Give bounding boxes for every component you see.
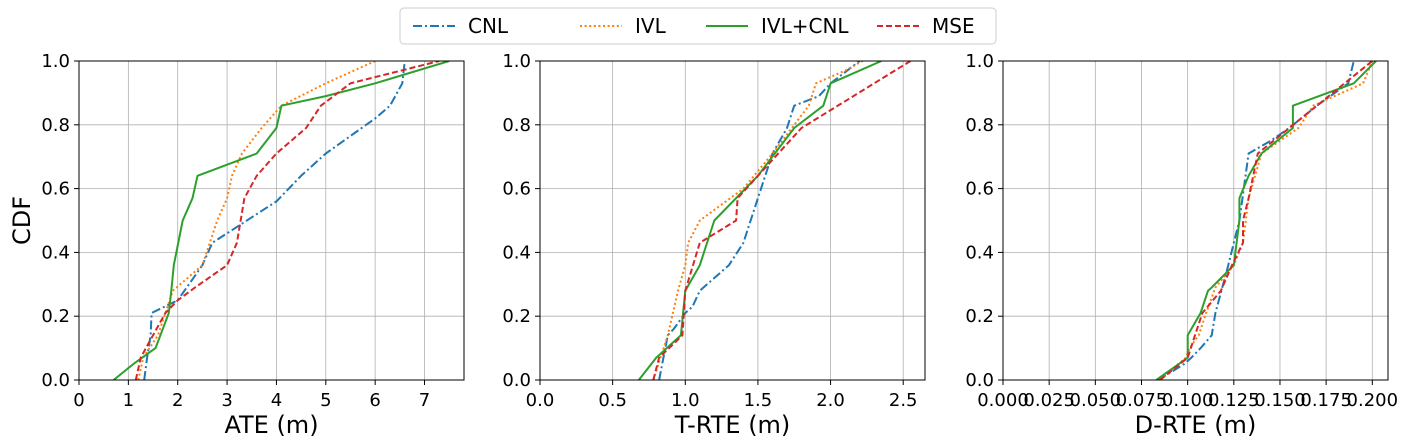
series-line-ivl xyxy=(652,61,863,380)
x-tick-label: 2.0 xyxy=(816,390,845,411)
x-axis-label: T-RTE (m) xyxy=(674,411,791,439)
x-tick-label: 0.200 xyxy=(1347,390,1399,411)
legend-frame xyxy=(399,7,997,45)
series-line-ivl xyxy=(137,61,376,380)
series-line-mse xyxy=(134,61,440,380)
x-tick-label: 0.125 xyxy=(1208,390,1260,411)
y-tick-label: 0.8 xyxy=(41,115,70,136)
y-tick-label: 0.6 xyxy=(502,179,531,200)
axes-frame xyxy=(1002,60,1389,381)
legend-label-cnl: CNL xyxy=(468,14,509,38)
y-tick-label: 0.4 xyxy=(965,242,994,263)
x-tick-label: 0.000 xyxy=(977,390,1029,411)
y-tick-label: 0.2 xyxy=(965,306,994,327)
y-axis-label: CDF xyxy=(8,196,36,245)
series-line-cnl xyxy=(143,61,406,380)
series-line-ivl-cnl xyxy=(1155,61,1377,380)
chart-panel-2: 0.0 0.5 1.0 1.5 2.0 2.50.00.20.40.60.81.0T-RT… xyxy=(502,51,926,439)
chart-panel-3: 0.0000.0250.0500.0750.1000.1250.1500.175… xyxy=(965,51,1398,439)
x-tick-label: 1 xyxy=(123,390,134,411)
y-tick-label: 0.2 xyxy=(502,306,531,327)
y-tick-label: 1.0 xyxy=(502,51,531,72)
x-tick-label: 3 xyxy=(221,390,232,411)
series-group xyxy=(638,61,912,380)
y-tick-label: 0.4 xyxy=(41,242,70,263)
x-tick-label: 1.5 xyxy=(744,390,773,411)
x-tick-label: 0.175 xyxy=(1300,390,1352,411)
series-line-mse xyxy=(1159,61,1373,380)
legend: CNL IVL IVL+CNL MSE xyxy=(399,7,997,45)
legend-label-ivl: IVL xyxy=(635,14,667,38)
y-tick-label: 0.8 xyxy=(965,115,994,136)
y-tick-label: 0.0 xyxy=(965,370,994,391)
y-tick-label: 0.8 xyxy=(502,115,531,136)
x-tick-label: 0.025 xyxy=(1023,390,1075,411)
x-tick-label: 2 xyxy=(172,390,183,411)
y-tick-label: 0.2 xyxy=(41,306,70,327)
y-tick-label: 1.0 xyxy=(41,51,70,72)
x-tick-label: 1.0 xyxy=(671,390,700,411)
x-tick-label: 0.150 xyxy=(1254,390,1306,411)
x-tick-label: 0.0 xyxy=(526,390,555,411)
series-group xyxy=(112,61,450,380)
series-line-mse xyxy=(652,61,912,380)
x-tick-label: 5 xyxy=(320,390,331,411)
y-tick-label: 0.6 xyxy=(41,179,70,200)
y-tick-label: 1.0 xyxy=(965,51,994,72)
series-line-ivl xyxy=(1159,61,1374,380)
series-group xyxy=(1155,61,1377,380)
x-tick-label: 0.075 xyxy=(1116,390,1168,411)
x-tick-label: 0.050 xyxy=(1070,390,1122,411)
x-tick-label: 0.100 xyxy=(1162,390,1214,411)
x-tick-label: 7 xyxy=(419,390,430,411)
x-axis-label: D-RTE (m) xyxy=(1135,411,1257,439)
x-tick-label: 0 xyxy=(73,390,84,411)
x-tick-label: 0.5 xyxy=(598,390,627,411)
axes-frame xyxy=(78,60,465,381)
chart-panel-1: 0 1 2 3 4 5 6 7 0.0 0.2 0.4 0.6 0.8 1.0 ATE (m) CDF xyxy=(8,51,465,439)
y-tick-label: 0.0 xyxy=(41,370,70,391)
y-tick-label: 0.6 xyxy=(965,179,994,200)
x-tick-label: 6 xyxy=(369,390,380,411)
x-tick-label: 4 xyxy=(271,390,282,411)
x-tick-label: 2.5 xyxy=(889,390,918,411)
x-axis-label: ATE (m) xyxy=(224,411,318,439)
y-tick-label: 0.4 xyxy=(502,242,531,263)
legend-label-ivl-cnl: IVL+CNL xyxy=(761,14,849,38)
series-line-ivl-cnl xyxy=(638,61,882,380)
axes-frame xyxy=(539,60,926,381)
series-line-ivl-cnl xyxy=(112,61,450,380)
legend-label-mse: MSE xyxy=(932,14,975,38)
series-line-cnl xyxy=(658,61,861,380)
y-tick-label: 0.0 xyxy=(502,370,531,391)
